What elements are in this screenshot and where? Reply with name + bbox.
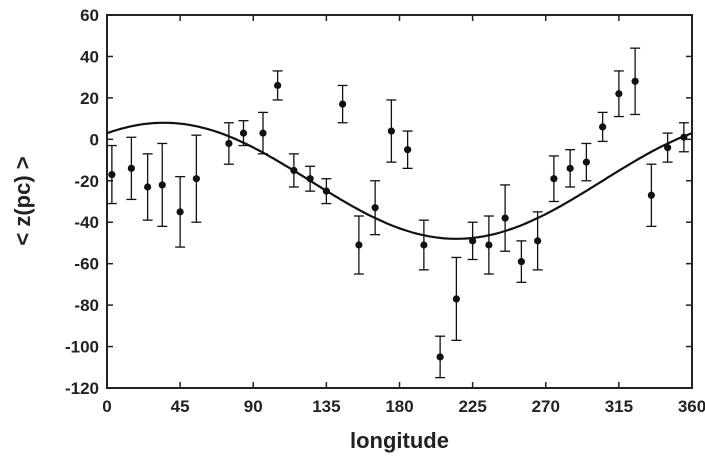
data-marker — [664, 144, 672, 152]
data-point — [238, 120, 249, 147]
data-point — [157, 142, 168, 228]
data-marker — [404, 146, 412, 154]
data-marker — [290, 166, 298, 175]
data-point — [678, 122, 689, 153]
data-marker — [371, 204, 379, 212]
x-tick-label: 90 — [244, 397, 263, 416]
data-marker — [158, 181, 166, 189]
x-tick-label: 180 — [385, 397, 413, 416]
data-point — [175, 175, 186, 248]
data-point — [646, 163, 657, 228]
data-point — [435, 335, 446, 379]
data-point — [223, 122, 234, 165]
data-point — [305, 165, 316, 192]
data-point — [272, 70, 283, 101]
data-point — [106, 144, 117, 205]
data-point — [532, 211, 543, 271]
data-marker — [355, 241, 363, 249]
data-point — [516, 240, 527, 283]
y-tick-label: -80 — [74, 296, 99, 315]
x-tick-label: 0 — [102, 397, 111, 416]
data-marker — [259, 129, 267, 137]
data-marker — [176, 208, 184, 216]
data-marker — [615, 90, 623, 98]
y-tick-label: -120 — [65, 379, 99, 398]
data-marker — [631, 77, 639, 85]
data-marker — [550, 175, 558, 183]
data-point — [451, 256, 462, 341]
data-marker — [485, 241, 493, 249]
data-marker — [322, 187, 330, 195]
data-marker — [566, 164, 574, 172]
data-point — [386, 99, 397, 163]
data-point — [548, 155, 559, 203]
data-point — [370, 180, 381, 236]
data-marker — [225, 139, 233, 148]
data-marker — [420, 241, 428, 249]
data-marker — [339, 100, 347, 108]
data-point — [191, 134, 202, 223]
x-tick-label: 225 — [458, 397, 486, 416]
x-tick-label: 45 — [171, 397, 190, 416]
y-axis-title: < z(pc) > — [10, 156, 35, 245]
data-marker — [501, 214, 509, 222]
x-axis-title: longitude — [350, 428, 449, 453]
data-point — [565, 149, 576, 188]
data-point — [500, 184, 511, 252]
y-tick-label: -40 — [74, 213, 99, 232]
data-marker — [534, 237, 542, 245]
data-marker — [436, 353, 444, 361]
x-tick-label: 135 — [312, 397, 340, 416]
data-point — [581, 142, 592, 182]
data-point — [402, 130, 413, 169]
data-point — [353, 215, 364, 275]
fit-curve — [106, 121, 693, 240]
data-point — [630, 47, 641, 116]
y-tick-label: -60 — [74, 255, 99, 274]
data-points — [106, 47, 689, 379]
data-marker — [192, 175, 200, 183]
data-marker — [469, 237, 477, 245]
data-point — [613, 70, 624, 118]
data-marker — [647, 191, 655, 199]
plot-area — [106, 14, 693, 389]
x-tick-label: 360 — [678, 397, 705, 416]
y-tick-label: 40 — [80, 47, 99, 66]
data-point — [483, 215, 494, 275]
y-tick-label: 20 — [80, 89, 99, 108]
data-point — [321, 178, 332, 205]
y-axis: 60 40 20 0 -20 -40 -60 -80 -100 -120 — [65, 6, 692, 398]
data-marker — [517, 257, 525, 266]
data-point — [662, 132, 673, 163]
data-marker — [239, 129, 248, 137]
data-marker — [144, 183, 152, 191]
data-point — [337, 84, 348, 124]
data-marker — [108, 170, 116, 179]
plot-frame — [106, 14, 693, 389]
data-marker — [582, 158, 590, 166]
x-tick-label: 270 — [532, 397, 560, 416]
data-point — [467, 221, 478, 261]
data-marker — [127, 164, 135, 172]
x-tick-label: 315 — [605, 397, 633, 416]
y-tick-label: 60 — [80, 6, 99, 25]
data-marker — [274, 81, 282, 90]
y-tick-label: -20 — [74, 172, 99, 191]
data-point — [142, 153, 153, 221]
x-axis: 0 45 90 135 180 225 270 315 360 — [102, 15, 705, 416]
data-point — [288, 153, 299, 188]
data-point — [418, 219, 429, 271]
y-tick-label: -100 — [65, 338, 99, 357]
data-marker — [452, 295, 460, 303]
data-point — [258, 111, 268, 155]
data-marker — [387, 127, 395, 135]
y-tick-label: 0 — [90, 130, 99, 149]
data-marker — [599, 123, 607, 131]
data-point — [597, 111, 608, 143]
data-marker — [680, 133, 688, 141]
data-point — [126, 136, 137, 201]
data-marker — [306, 175, 314, 183]
